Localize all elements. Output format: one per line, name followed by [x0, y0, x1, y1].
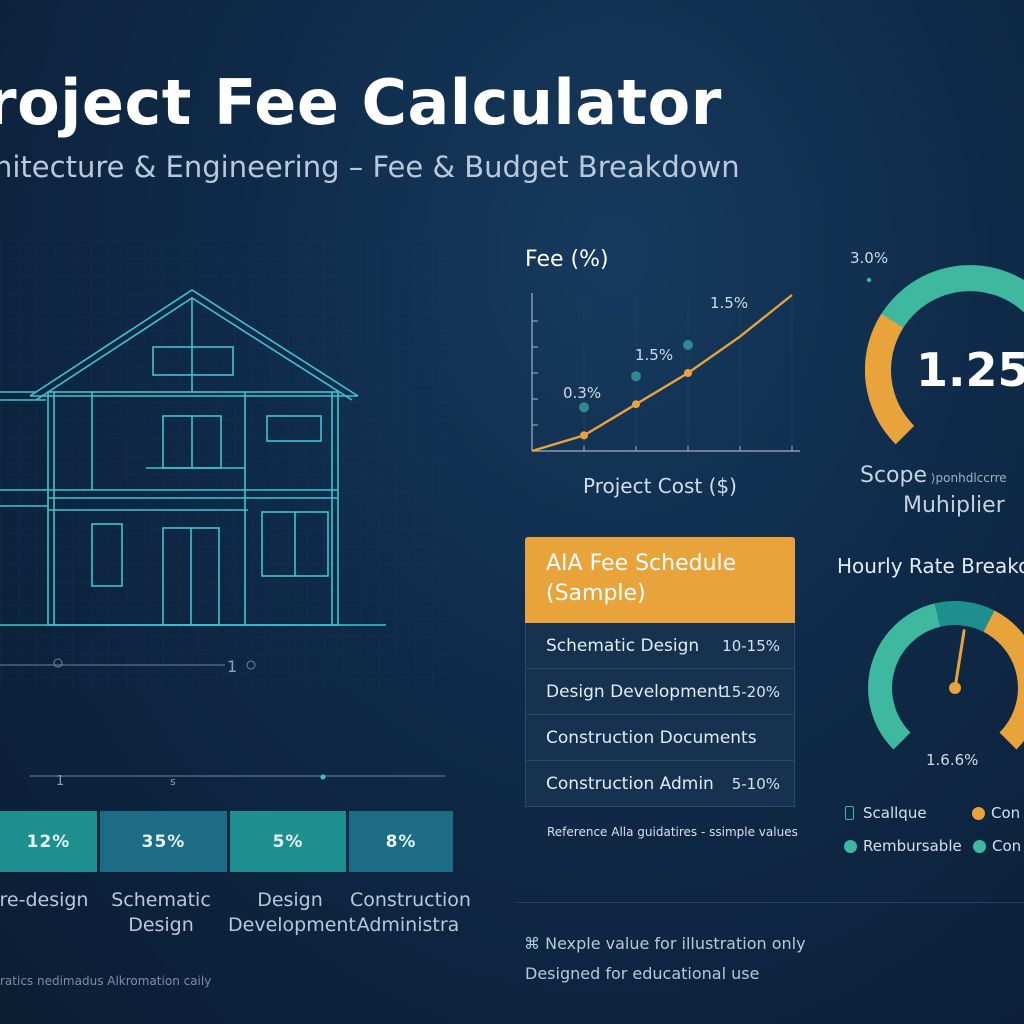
timeline-tick-label: 1 — [56, 774, 64, 789]
row-name: Design Development — [546, 681, 725, 702]
point-label: 1.5% — [635, 346, 674, 364]
phase-label-schematic: Schematic Design — [100, 888, 222, 938]
legend-dot-icon — [844, 839, 857, 853]
point-label: 0.3% — [563, 384, 602, 402]
legend-item: Scallque — [845, 804, 927, 822]
scope-label-text: Scope — [860, 463, 928, 488]
gauge-needle — [953, 629, 966, 690]
scope-label-suffix: ponhdlccrre — [935, 471, 1007, 485]
row-name: Schematic Design — [546, 635, 700, 656]
legend-item: Con — [973, 837, 1021, 855]
annotation-marker — [631, 371, 641, 382]
table-row: Design Development 15-20% — [525, 669, 795, 715]
annotation-marker — [579, 402, 589, 413]
row-name: Construction Admin — [546, 773, 714, 794]
gauge-fill — [983, 610, 1024, 750]
scale-bar — [0, 658, 445, 780]
phase-label-construction-admin: Construction Administra — [350, 888, 471, 938]
house-outline — [0, 289, 386, 626]
multiplier-label: Muhiplier — [903, 493, 1005, 518]
data-point — [580, 431, 588, 440]
aia-header-line: AIA Fee Schedule — [546, 551, 737, 576]
aia-reference-note: Reference Alla guidatires - ssimple valu… — [547, 825, 798, 839]
gauge-top-label: 3.0% — [850, 249, 889, 267]
phase-bar-value: 5% — [272, 831, 304, 852]
info-icon: ⌘ — [524, 934, 546, 953]
legend-label: Con — [991, 804, 1021, 822]
table-row: Construction Documents — [525, 715, 795, 761]
page-title: roject Fee Calculator — [0, 66, 722, 139]
phase-bar-construction-admin: 8% — [349, 811, 453, 872]
phase-bar-value: 35% — [141, 831, 186, 852]
data-point — [684, 369, 692, 377]
phase-label-line: re-design — [0, 889, 89, 911]
legend-dot-icon — [972, 806, 985, 820]
phase-bar-value: 12% — [26, 831, 71, 852]
hourly-rate-title: Hourly Rate Breako — [837, 554, 1024, 578]
gauge-fill — [864, 313, 915, 445]
legend-dot-icon — [973, 839, 986, 853]
line-chart-points — [579, 340, 693, 440]
legend-label: Scallque — [863, 804, 927, 822]
phase-label-line: Construction — [350, 889, 471, 911]
legend-item: Rembursable — [844, 837, 962, 855]
gauge-value: 1.25x — [916, 343, 1024, 397]
row-name: Construction Documents — [546, 727, 757, 748]
phase-label-design-development: Design Development — [228, 888, 356, 938]
phase-label-predesign: re-design — [0, 888, 94, 913]
aia-fee-table: AIA Fee Schedule (Sample) Schematic Desi… — [525, 537, 795, 807]
phase-bar-design-development: 5% — [230, 811, 346, 872]
page-subtitle: hitecture & Engineering – Fee & Budget B… — [0, 150, 740, 184]
phase-label-line: Design — [128, 914, 194, 936]
timeline-label: s — [170, 775, 176, 788]
table-row: Schematic Design 10-15% — [525, 623, 795, 669]
annotation-marker — [683, 340, 693, 350]
aia-header-line: (Sample) — [546, 581, 646, 606]
line-chart-title: Fee (%) — [525, 247, 609, 272]
scope-multiplier-gauge — [864, 265, 1024, 445]
phase-label-line: Schematic — [111, 889, 211, 911]
phase-label-line: Development — [228, 914, 356, 936]
phase-label-line: Design — [257, 889, 323, 911]
hourly-rate-gauge — [868, 601, 1024, 750]
line-chart-ticks — [532, 320, 793, 451]
hourly-rate-value: 1.6.6% — [926, 751, 979, 769]
left-footnote: ratics nedimadus Alkromation caily — [0, 974, 212, 988]
phase-bar-schematic: 35% — [100, 811, 227, 872]
phase-bar-predesign: 12% — [0, 811, 97, 872]
data-point — [632, 400, 640, 409]
footer-note-text: Nexple value for illustration only — [545, 934, 806, 953]
gauge-segment — [934, 601, 995, 633]
phase-bar-value: 8% — [385, 831, 417, 852]
row-pct: 10-15% — [722, 636, 780, 655]
line-chart-axes — [531, 293, 800, 452]
row-pct: 5-10% — [731, 774, 780, 793]
footer-note: ⌘ Nexple value for illustration only — [524, 934, 806, 953]
house-blueprint-illustration: 1 1 s — [0, 240, 450, 789]
aia-table-header: AIA Fee Schedule (Sample) — [525, 537, 795, 623]
legend-item: Con — [972, 804, 1020, 822]
battery-icon — [845, 806, 854, 820]
scale-label-right: 1 — [227, 657, 237, 676]
footer-note-2: Designed for educational use — [525, 964, 760, 983]
gauge-hub — [949, 682, 961, 694]
line-chart-xlabel: Project Cost ($) — [583, 474, 737, 498]
point-label: 1.5% — [710, 294, 749, 312]
footer-divider — [516, 902, 1024, 903]
phase-label-line: Administra — [356, 914, 460, 936]
gauge-track — [868, 603, 941, 750]
line-series-fee — [531, 294, 793, 453]
gauge-marker-dot — [866, 277, 872, 283]
line-chart — [531, 293, 800, 453]
scope-label: Scope ⟩ponhdlccrre — [860, 463, 1007, 488]
legend-label: Con — [992, 837, 1022, 855]
legend-label: Rembursable — [863, 837, 962, 855]
row-pct: 15-20% — [722, 682, 780, 701]
table-row: Construction Admin 5-10% — [525, 761, 795, 807]
